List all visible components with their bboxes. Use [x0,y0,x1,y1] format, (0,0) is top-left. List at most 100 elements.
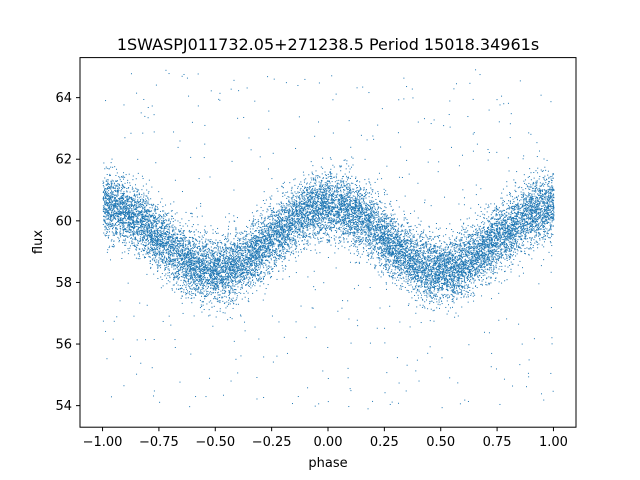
data-point [457,244,459,245]
data-point [146,200,148,202]
data-point [152,234,154,236]
data-point [129,210,131,212]
data-point [524,222,526,224]
data-point [446,313,448,315]
data-point [428,264,430,266]
data-point [476,250,478,252]
data-point [121,189,123,191]
data-point [266,230,268,232]
data-point [235,265,237,267]
data-point [433,282,435,284]
data-point [395,232,397,234]
data-point [512,227,514,229]
data-point [500,219,502,221]
data-point [112,207,114,209]
data-point [251,235,253,237]
data-point [529,199,531,201]
data-point [147,225,149,227]
data-point [110,204,112,206]
data-point [120,228,122,230]
data-point [501,248,503,250]
data-point [174,237,176,239]
data-point [212,257,214,259]
data-point [469,253,471,255]
data-point [537,219,539,221]
data-point [251,249,253,251]
data-point [325,224,327,226]
data-point [358,206,360,208]
data-point [319,189,321,191]
data-point [312,221,314,223]
data-point [550,372,552,374]
data-point [362,210,364,212]
data-point [301,214,303,215]
data-point [518,212,520,214]
data-point [272,219,274,221]
data-point [398,279,400,281]
data-point [303,174,305,176]
data-point [174,258,176,260]
data-point [422,251,424,253]
data-point [454,259,456,261]
data-point [512,263,514,265]
data-point [336,230,338,232]
data-point [330,178,332,180]
data-point [314,237,316,239]
data-point [448,252,450,254]
data-point [246,271,248,273]
data-point [491,251,493,253]
data-point [277,225,279,227]
data-point [444,247,446,249]
data-point [312,230,314,232]
data-point [403,271,405,273]
data-point [490,254,492,256]
data-point [284,238,286,240]
data-point [449,126,451,128]
data-point [363,199,365,201]
data-point [261,255,263,257]
data-point [309,183,311,185]
data-point [197,231,199,233]
data-point [426,299,428,301]
data-point [499,236,501,238]
data-point [485,239,487,241]
data-point [175,227,177,229]
data-point [118,209,120,211]
data-point [212,251,214,253]
data-point [234,291,236,293]
data-point [182,225,184,227]
data-point [533,221,535,223]
data-point [258,223,260,225]
data-point [363,211,365,213]
data-point [520,199,522,201]
data-point [540,94,542,96]
data-point [188,260,190,262]
data-point [546,210,548,212]
data-point [272,252,274,254]
data-point [477,256,479,258]
data-point [148,217,150,219]
data-point [549,241,551,243]
data-point [215,231,217,233]
data-point [550,191,552,193]
data-point [243,236,245,238]
data-point [359,223,361,225]
data-point [464,262,466,264]
data-point [499,221,501,223]
data-point [485,237,487,239]
data-point [251,285,253,287]
data-point [410,264,412,266]
data-point [147,216,149,218]
data-point [288,214,290,216]
data-point [186,244,188,246]
data-point [342,300,344,302]
data-point [466,250,468,252]
data-point [545,199,547,201]
data-point [172,263,174,265]
data-point [455,291,457,293]
data-point [198,260,200,262]
data-point [341,222,343,224]
data-point [417,259,419,261]
data-point [409,266,411,268]
data-point [149,203,151,205]
